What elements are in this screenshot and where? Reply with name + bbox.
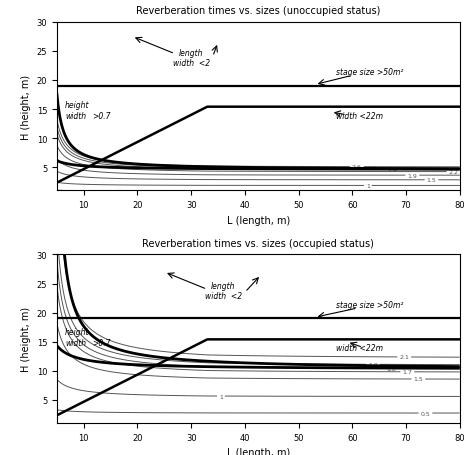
Text: 2.6: 2.6 — [352, 165, 362, 170]
Text: 2.1: 2.1 — [399, 354, 409, 359]
Text: 1.9: 1.9 — [368, 362, 378, 367]
Text: 1.7: 1.7 — [402, 369, 412, 374]
Text: 2.2: 2.2 — [449, 170, 459, 175]
X-axis label: L (length, m): L (length, m) — [227, 447, 290, 455]
Text: 1.5: 1.5 — [427, 178, 437, 183]
Text: length
width  <2: length width <2 — [205, 281, 242, 300]
Text: 1: 1 — [219, 394, 223, 399]
Text: 2.4: 2.4 — [387, 167, 397, 172]
Text: 1.9: 1.9 — [407, 173, 417, 178]
Title: Reverberation times vs. sizes (unoccupied status): Reverberation times vs. sizes (unoccupie… — [136, 6, 381, 16]
Text: height
width: height width — [65, 101, 90, 121]
Text: >0.7: >0.7 — [92, 338, 110, 347]
Title: Reverberation times vs. sizes (occupied status): Reverberation times vs. sizes (occupied … — [142, 238, 374, 248]
Text: 2.5: 2.5 — [368, 166, 378, 171]
Text: stage size >50m²: stage size >50m² — [336, 68, 403, 77]
Text: >0.7: >0.7 — [92, 111, 110, 121]
X-axis label: L (length, m): L (length, m) — [227, 215, 290, 225]
Text: 1: 1 — [366, 183, 370, 188]
Text: length
width  <2: length width <2 — [173, 49, 210, 68]
Text: width <22m: width <22m — [336, 344, 383, 353]
Text: width <22m: width <22m — [336, 111, 383, 121]
Y-axis label: H (height, m): H (height, m) — [21, 74, 31, 139]
Y-axis label: H (height, m): H (height, m) — [21, 307, 31, 372]
Text: 1.8: 1.8 — [386, 366, 396, 371]
Text: 0.5: 0.5 — [420, 410, 430, 415]
Text: 1.5: 1.5 — [413, 377, 423, 382]
Text: height
width: height width — [65, 328, 90, 347]
Text: stage size >50m²: stage size >50m² — [336, 300, 403, 309]
